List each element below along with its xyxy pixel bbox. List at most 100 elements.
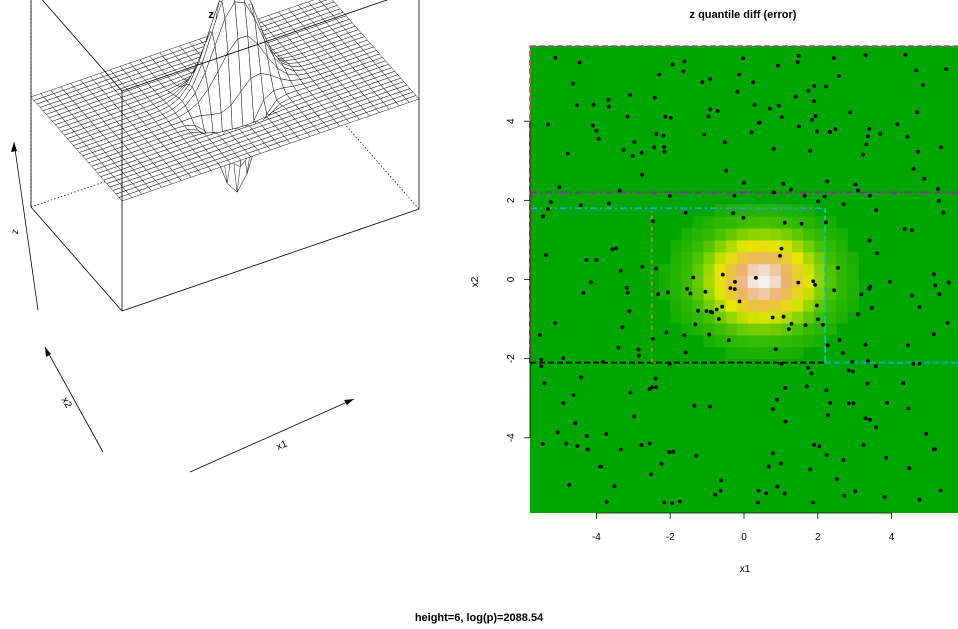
- design-point: [916, 149, 920, 154]
- design-point: [824, 220, 828, 225]
- heatmap-cell: [736, 299, 749, 312]
- design-point: [796, 53, 801, 58]
- heatmap-cell: [792, 228, 804, 241]
- design-point: [808, 149, 813, 153]
- design-point: [606, 98, 611, 102]
- design-point: [604, 432, 609, 436]
- design-point: [863, 416, 868, 421]
- x1-axis-arrow: [189, 398, 355, 473]
- heatmap-cell: [814, 239, 826, 253]
- heatmap-cell: [692, 299, 704, 312]
- design-point: [828, 401, 832, 405]
- design-point: [941, 210, 946, 215]
- design-point: [726, 338, 731, 343]
- heatmap-cell: [714, 311, 727, 324]
- design-point: [946, 280, 951, 285]
- surface-plot-panel: z mean z x2 x1: [10, 0, 420, 473]
- design-point: [878, 131, 883, 136]
- design-point: [873, 364, 878, 369]
- heatmap-cell: [758, 263, 771, 277]
- design-point: [863, 342, 868, 347]
- heatmap-cell: [670, 311, 682, 324]
- design-point: [799, 221, 804, 226]
- design-point: [917, 361, 922, 366]
- design-point: [669, 116, 673, 120]
- heatmap-cell: [792, 299, 804, 312]
- heatmap-cell: [803, 323, 815, 336]
- design-point: [578, 203, 583, 208]
- heatmap-cell: [725, 299, 738, 312]
- design-point: [537, 333, 542, 337]
- design-point: [720, 272, 725, 277]
- design-point: [735, 89, 740, 94]
- design-point: [670, 501, 674, 505]
- heatmap-cell: [769, 275, 782, 288]
- design-point: [700, 80, 705, 85]
- heatmap-cell: [836, 311, 848, 324]
- heatmap-cell: [803, 334, 815, 348]
- design-point: [637, 353, 641, 358]
- heatmap-cell: [769, 287, 782, 300]
- design-point: [841, 458, 846, 463]
- design-point: [757, 120, 762, 125]
- design-point: [678, 499, 682, 504]
- design-point: [732, 287, 737, 291]
- design-point: [842, 493, 847, 498]
- design-point: [731, 211, 735, 216]
- design-point: [803, 323, 808, 327]
- design-point: [610, 247, 615, 252]
- heatmap-cell: [714, 334, 727, 348]
- design-point: [693, 322, 698, 327]
- heatmap-cell: [847, 287, 859, 300]
- design-point: [795, 60, 800, 65]
- design-point: [606, 104, 611, 109]
- heatmap-cell: [758, 323, 771, 336]
- design-point: [692, 403, 697, 408]
- heatmap-cell: [714, 323, 727, 336]
- design-point: [779, 461, 783, 466]
- x2-axis-arrow: [44, 346, 104, 453]
- heatmap-cell: [725, 346, 738, 360]
- design-point: [936, 199, 941, 203]
- heatmap-cell: [725, 239, 738, 253]
- heatmap-cell: [703, 287, 715, 300]
- heatmap-cell: [836, 263, 848, 277]
- heatmap-cell: [780, 239, 793, 253]
- heatmap-cell: [780, 299, 793, 312]
- design-point: [841, 350, 845, 355]
- design-point: [667, 450, 672, 455]
- design-point: [604, 500, 609, 504]
- heatmap-cell: [747, 228, 760, 241]
- design-point: [812, 99, 816, 104]
- design-point: [659, 462, 664, 466]
- design-points: [537, 53, 951, 505]
- heatmap-cell: [692, 323, 704, 336]
- y-tick-label: 0: [506, 276, 517, 282]
- heatmap-cell: [825, 287, 837, 300]
- heatmap-cell: [769, 263, 782, 277]
- y-tick-label: -2: [506, 354, 517, 363]
- design-point: [625, 285, 629, 290]
- design-point: [600, 359, 605, 364]
- design-point: [540, 441, 545, 446]
- design-point: [783, 386, 788, 390]
- design-point: [809, 371, 814, 376]
- heatmap-cell: [847, 275, 859, 288]
- design-point: [647, 387, 652, 391]
- design-point: [884, 455, 889, 460]
- design-point: [663, 114, 668, 119]
- design-point: [575, 444, 580, 448]
- heatmap-cell: [736, 228, 749, 241]
- design-point: [875, 251, 879, 256]
- design-point: [541, 214, 546, 219]
- design-point: [902, 227, 907, 232]
- design-point: [882, 495, 887, 499]
- heatmap-cell: [825, 323, 837, 336]
- surface-facet: [218, 0, 223, 3]
- design-point: [770, 315, 775, 320]
- design-point: [557, 185, 562, 190]
- heatmap-cell: [769, 323, 782, 336]
- design-point: [939, 145, 943, 150]
- design-point: [833, 127, 838, 132]
- design-point: [668, 194, 672, 198]
